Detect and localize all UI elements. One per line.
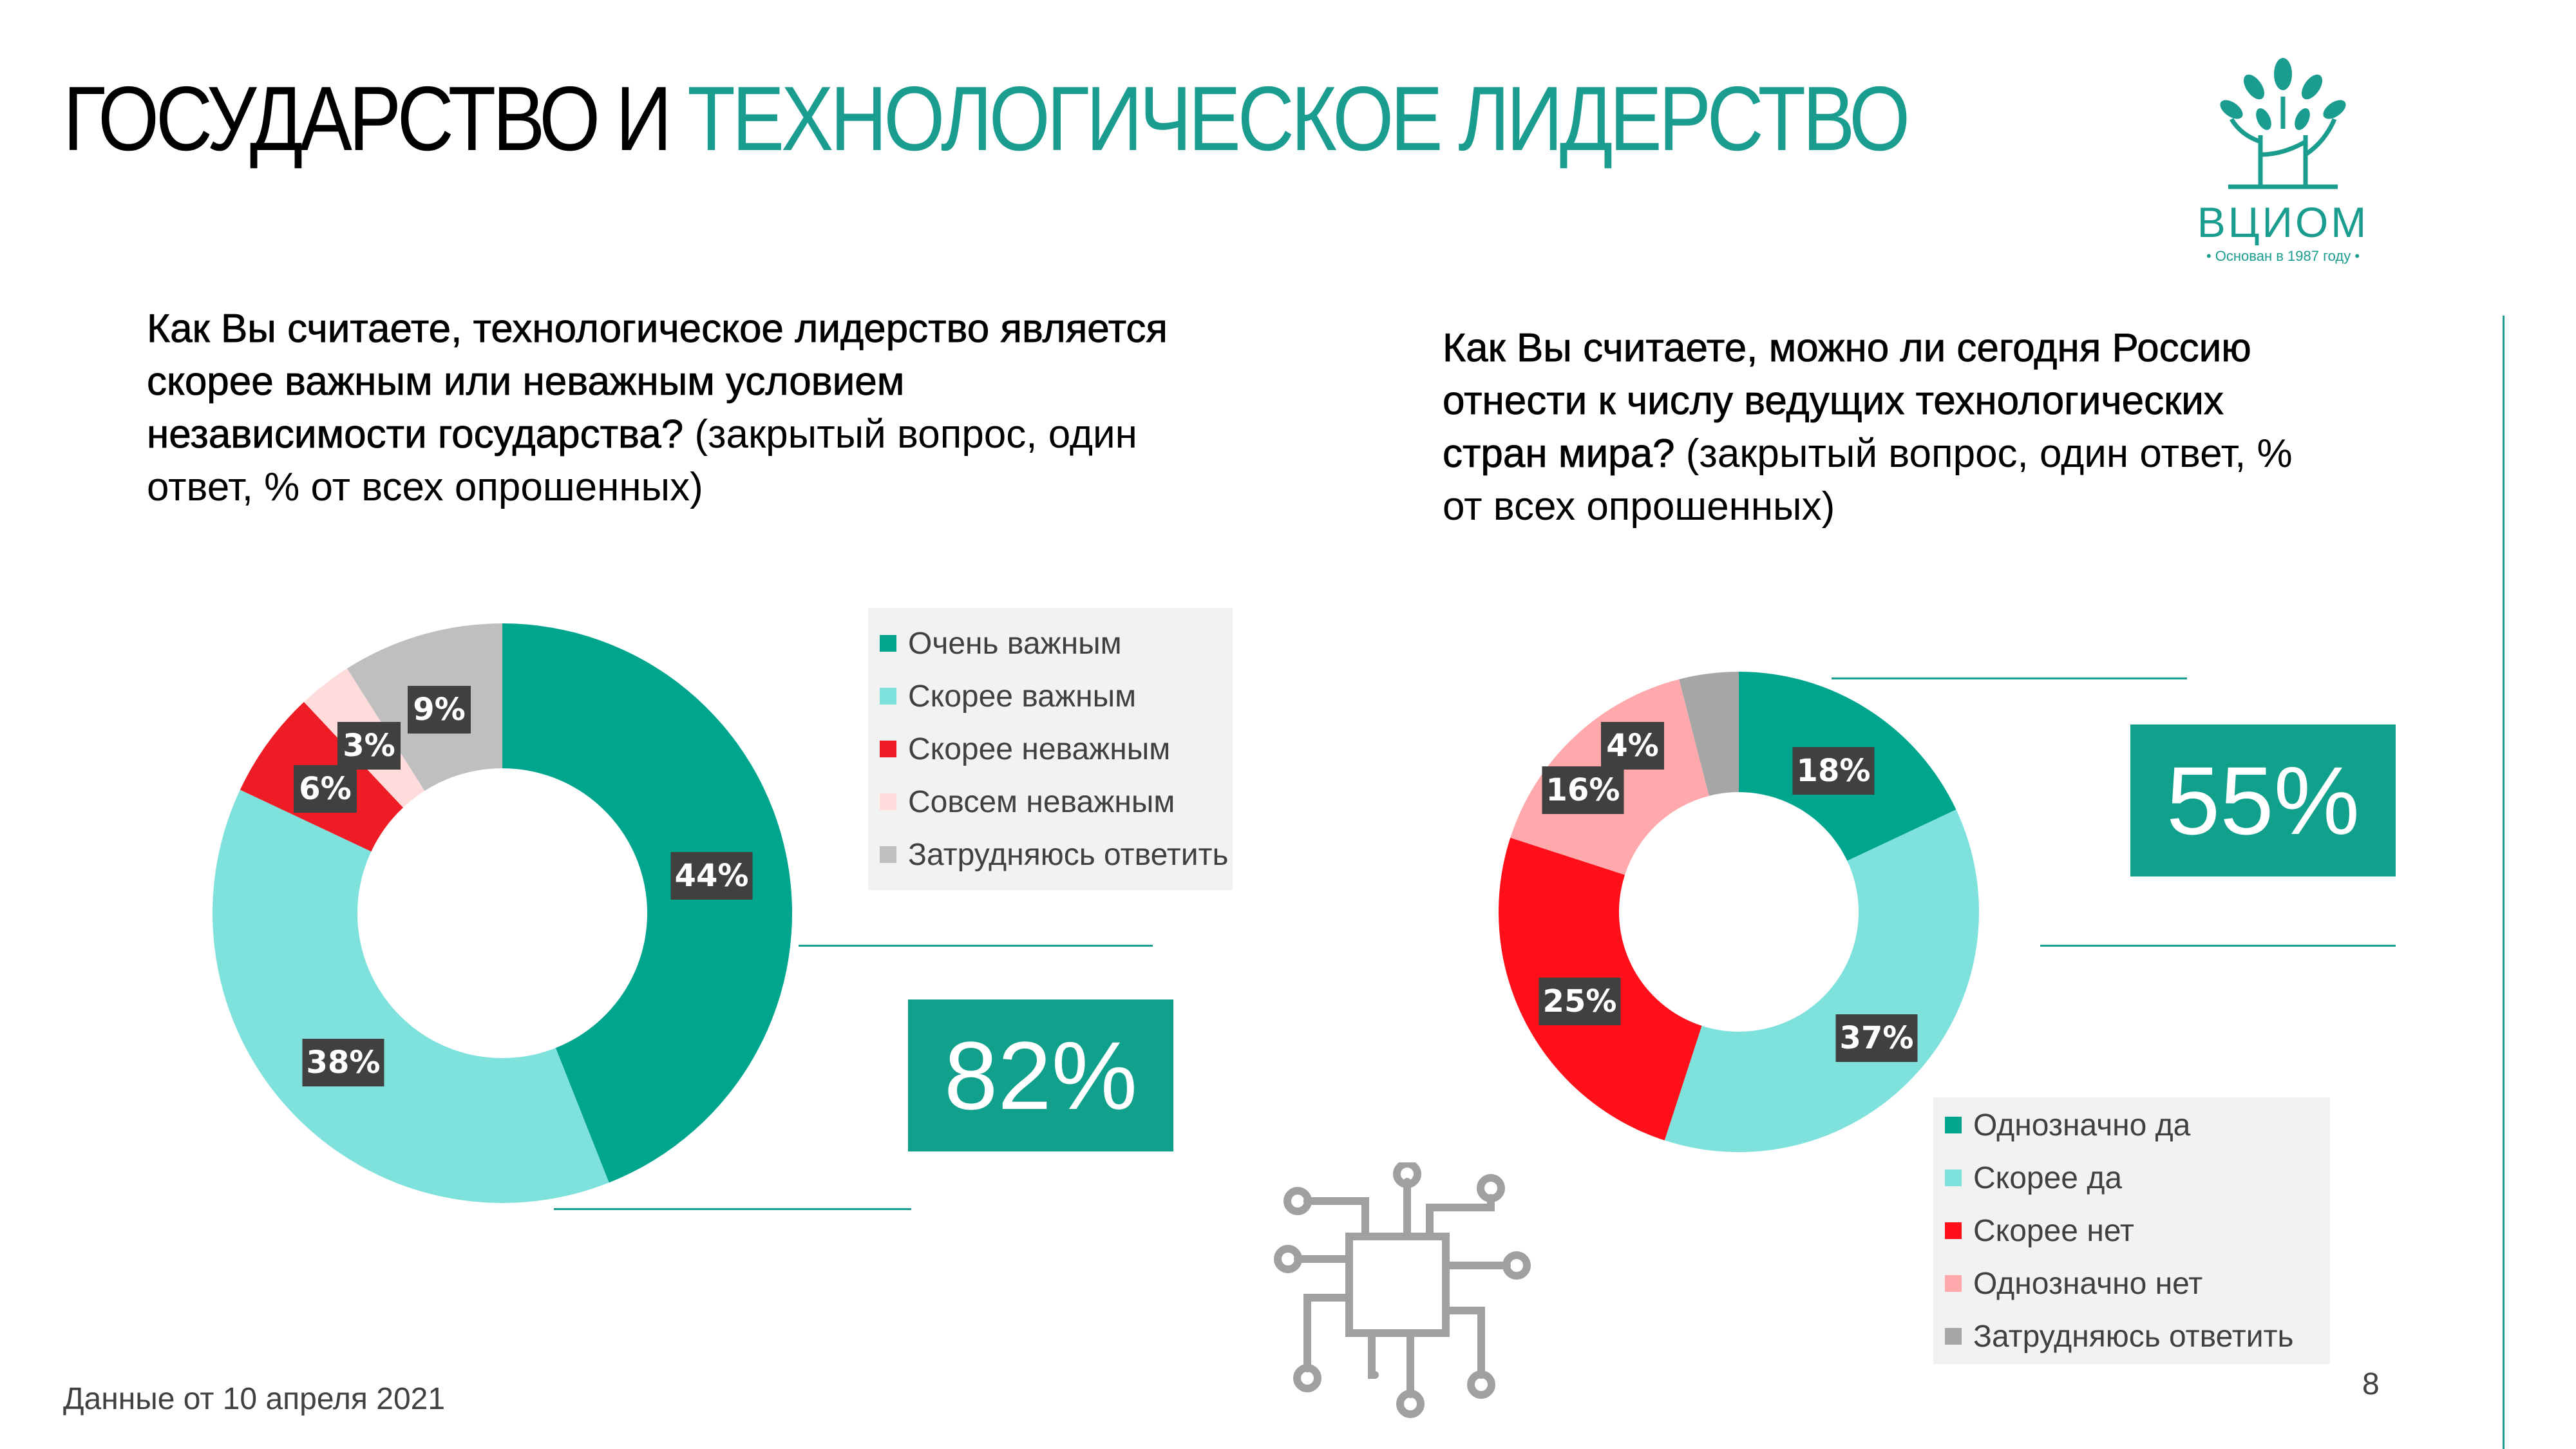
title-part-2: ТЕХНОЛОГИЧЕСКОЕ ЛИДЕРСТВО: [687, 68, 1910, 170]
logo-tagline: • Основан в 1987 году •: [2206, 248, 2360, 264]
left-question-bold: Как Вы считаете, технологическое лидерст…: [147, 307, 1168, 457]
data-label-bg: [302, 1039, 384, 1086]
legend-item: Очень важным: [880, 617, 1221, 670]
donut-slice: [1679, 672, 1739, 796]
legend-swatch: [880, 688, 896, 705]
data-label: 38%: [302, 1039, 384, 1086]
footer-date: Данные от 10 апреля 2021: [63, 1382, 446, 1416]
right-rule-bottom: [2040, 945, 2396, 947]
legend-swatch: [1945, 1328, 1962, 1345]
legend-item: Скорее важным: [880, 670, 1221, 723]
data-label: 6%: [294, 765, 357, 813]
donut-slice: [1664, 810, 1979, 1152]
data-label-bg: [1539, 978, 1621, 1025]
legend-item: Скорее да: [1945, 1151, 2318, 1204]
data-label-text: 38%: [307, 1045, 381, 1081]
legend-swatch: [1945, 1170, 1962, 1186]
legend-swatch: [880, 793, 896, 810]
data-label-bg: [1542, 766, 1624, 814]
data-label-text: 37%: [1840, 1020, 1914, 1056]
page-number: 8: [2362, 1367, 2380, 1401]
data-label: 37%: [1835, 1014, 1918, 1062]
circuit-chip-icon: [1274, 1162, 1531, 1418]
legend-leadership: Однозначно да Скорее да Скорее нет Однознач…: [1933, 1097, 2330, 1364]
donut-slice: [213, 790, 609, 1203]
legend-item: Однозначно нет: [1945, 1257, 2318, 1310]
data-label: 18%: [1792, 747, 1875, 795]
left-highlight-box: 82%: [908, 999, 1173, 1151]
vciom-logo: ВЦИОМ • Основан в 1987 году •: [2157, 58, 2409, 264]
data-label: 9%: [408, 686, 471, 734]
data-label-bg: [408, 686, 471, 734]
legend-swatch: [880, 635, 896, 652]
data-label: 25%: [1539, 978, 1621, 1025]
legend-item: Скорее неважным: [880, 723, 1221, 775]
data-label: 3%: [337, 722, 401, 770]
page-title: ГОСУДАРСТВО И ТЕХНОЛОГИЧЕСКОЕ ЛИДЕРСТВО: [63, 64, 1910, 174]
data-label-text: 9%: [413, 692, 466, 728]
donut-slice: [502, 623, 793, 1183]
data-label-bg: [337, 722, 401, 770]
legend-label: Однозначно да: [1973, 1108, 2191, 1142]
legend-swatch: [1945, 1117, 1962, 1133]
right-rule-top: [1832, 677, 2187, 679]
donut-chart-leadership: 18% 37% 25% 16% 4%: [1499, 672, 1979, 1152]
legend-swatch: [880, 846, 896, 863]
legend-label: Затрудняюсь ответить: [908, 837, 1229, 872]
data-label-bg: [1835, 1014, 1918, 1062]
legend-label: Скорее да: [1973, 1160, 2123, 1195]
legend-label: Затрудняюсь ответить: [1973, 1319, 2294, 1354]
left-rule-top: [799, 945, 1153, 947]
legend-swatch: [1945, 1275, 1962, 1292]
data-label-text: 4%: [1606, 728, 1659, 764]
legend-label: Скорее важным: [908, 679, 1137, 714]
legend-swatch: [1945, 1222, 1962, 1239]
legend-item: Скорее нет: [1945, 1204, 2318, 1257]
left-question-note: (закрытый вопрос, один ответ, % от всех …: [147, 412, 1137, 509]
right-question-note: (закрытый вопрос, один ответ, % от всех …: [1443, 431, 2293, 529]
data-label-bg: [1792, 747, 1875, 795]
legend-item: Затрудняюсь ответить: [1945, 1310, 2318, 1363]
data-label-text: 44%: [675, 858, 749, 894]
legend-importance: Очень важным Скорее важным Скорее неважным…: [868, 608, 1233, 890]
legend-label: Скорее неважным: [908, 732, 1171, 766]
legend-label: Скорее нет: [1973, 1213, 2134, 1248]
legend-label: Однозначно нет: [1973, 1266, 2203, 1301]
right-highlight-box: 55%: [2130, 724, 2396, 876]
title-part-1: ГОСУДАРСТВО И: [63, 68, 688, 170]
data-label-bg: [670, 852, 753, 900]
right-question-bold: Как Вы считаете, можно ли сегодня Россию…: [1443, 326, 2252, 477]
donut-chart-importance: 44% 38% 6% 3% 9%: [213, 623, 793, 1203]
legend-label: Совсем неважным: [908, 784, 1175, 819]
data-label: 44%: [670, 852, 753, 900]
left-question: Как Вы считаете, технологическое лидерст…: [147, 303, 1190, 514]
left-rule-bottom: [554, 1208, 911, 1210]
right-question: Как Вы считаете, можно ли сегодня Россию…: [1443, 322, 2331, 533]
legend-label: Очень важным: [908, 626, 1122, 661]
vertical-divider: [2503, 316, 2505, 1449]
data-label-text: 18%: [1797, 753, 1871, 789]
data-label-text: 16%: [1546, 772, 1620, 808]
data-label-bg: [294, 765, 357, 813]
legend-swatch: [880, 741, 896, 757]
data-label: 4%: [1601, 722, 1664, 770]
data-label-bg: [1601, 722, 1664, 770]
legend-item: Однозначно да: [1945, 1099, 2318, 1151]
logo-text: ВЦИОМ: [2197, 198, 2369, 246]
legend-item: Затрудняюсь ответить: [880, 828, 1229, 881]
data-label-text: 3%: [343, 728, 395, 764]
data-label-text: 6%: [299, 771, 352, 807]
data-label: 16%: [1542, 766, 1624, 814]
legend-item: Совсем неважным: [880, 775, 1221, 828]
data-label-text: 25%: [1543, 983, 1617, 1019]
tree-logo-icon: [2220, 58, 2346, 189]
